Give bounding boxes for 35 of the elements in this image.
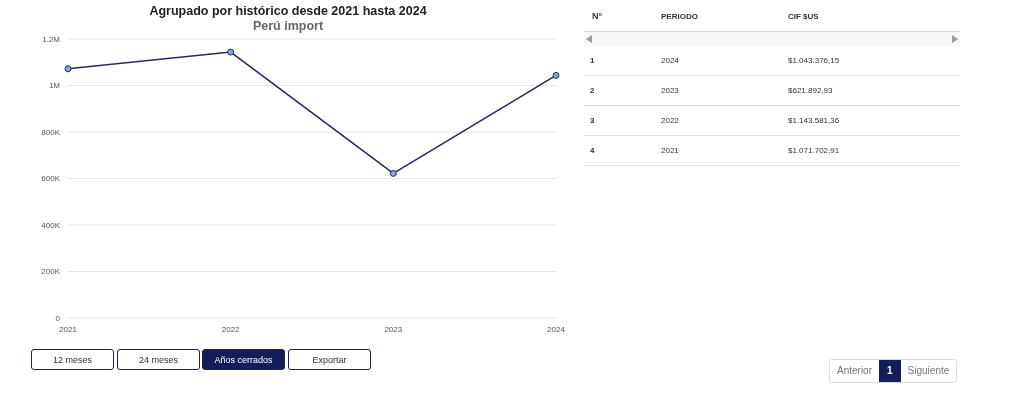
text: Anterior — [836, 364, 873, 378]
text: 24 meses — [117, 349, 200, 370]
text: 1 — [590, 56, 595, 65]
x-tick-label: 2021 — [59, 324, 78, 334]
y-tick-label: 200K — [41, 267, 61, 277]
text: $1.143.581,36 — [788, 116, 840, 125]
x-tick-label: 2024 — [547, 324, 566, 334]
category-label: 2024 — [661, 56, 679, 65]
text: $1.071.702,91 — [788, 146, 840, 155]
text: $1.043.376,15 — [788, 56, 840, 65]
text: 3 — [590, 116, 595, 125]
y-tick-label: 0 — [55, 313, 61, 323]
text: 12 meses — [31, 349, 114, 370]
y-tick-label: 1.2M — [42, 34, 61, 44]
y-tick-label: 400K — [41, 220, 61, 230]
text: $621.892,93 — [788, 86, 833, 95]
chart-title: Agrupado por histórico desde 2021 hasta 2024 — [148, 4, 428, 18]
text: 1 — [879, 360, 901, 382]
chart-subtitle: Perú import — [251, 19, 325, 33]
text: PERIODO — [661, 12, 698, 21]
category-label: 2023 — [661, 86, 679, 95]
text: Exportar — [288, 349, 371, 370]
category-label: 2021 — [661, 146, 679, 155]
text: CIF $US — [788, 12, 819, 21]
text: 4 — [590, 146, 595, 155]
text: Años cerrados — [202, 349, 285, 370]
text: 2 — [590, 86, 595, 95]
text: N° — [592, 11, 603, 21]
y-tick-label: 600K — [41, 174, 61, 184]
x-tick-label: 2023 — [384, 324, 403, 334]
text: Siguiente — [906, 364, 951, 378]
y-tick-label: 800K — [41, 127, 61, 137]
y-tick-label: 1M — [48, 81, 61, 91]
x-tick-label: 2022 — [221, 324, 241, 334]
category-label: 2022 — [661, 116, 679, 125]
